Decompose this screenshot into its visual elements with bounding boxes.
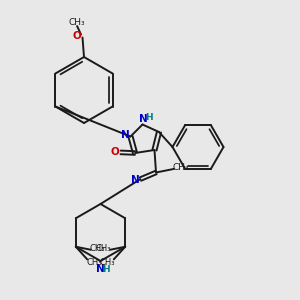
Text: H: H [145,112,153,122]
Text: CH₃: CH₃ [172,163,189,172]
Text: CH₃: CH₃ [86,258,102,267]
Text: N: N [121,130,130,140]
Text: O: O [73,31,82,41]
Text: CH₃: CH₃ [69,18,86,27]
Text: O: O [111,147,120,158]
Text: CH₃: CH₃ [99,258,115,267]
Text: N: N [139,113,148,124]
Text: CH₃: CH₃ [90,244,105,253]
Text: H: H [102,266,110,274]
Text: N: N [131,175,140,185]
Text: CH₃: CH₃ [96,244,111,253]
Text: N: N [96,263,105,274]
